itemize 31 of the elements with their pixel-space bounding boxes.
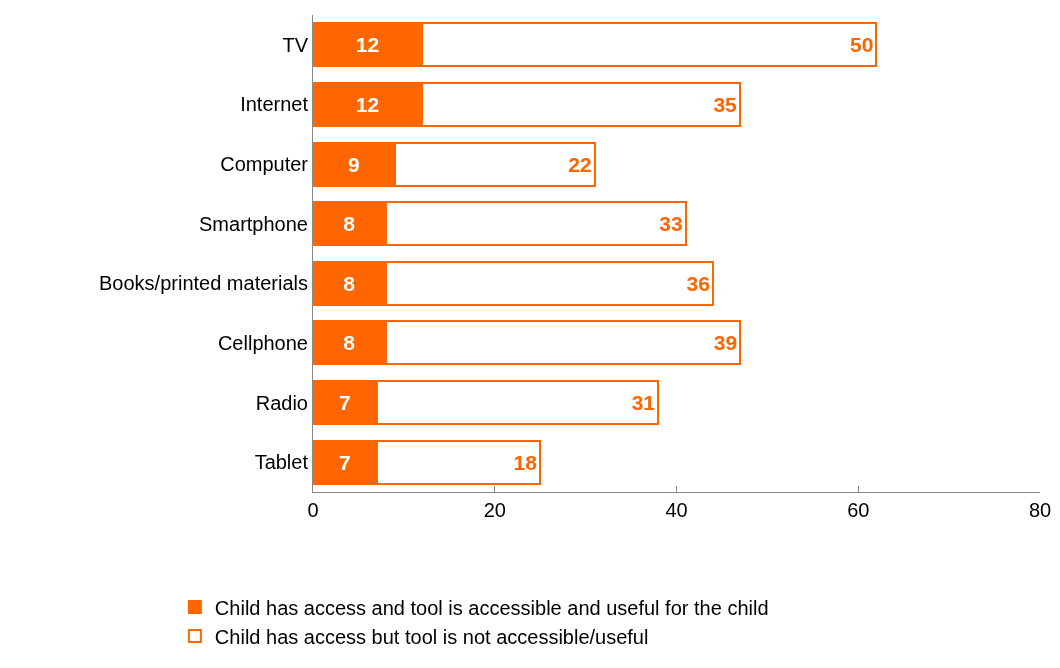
data-label: 35	[713, 92, 738, 116]
y-tick-label: Cellphone	[217, 331, 308, 354]
legend-label: Child has access but tool is not accessible/useful	[214, 625, 649, 648]
data-label: 31	[631, 391, 656, 415]
data-label: 8	[343, 212, 356, 236]
x-tick-label: 80	[1028, 499, 1052, 521]
y-tick-label: Books/printed materials	[99, 272, 308, 295]
data-label: 36	[686, 271, 710, 295]
data-label: 7	[338, 391, 351, 415]
data-label: 8	[343, 331, 356, 355]
x-tick-label: 40	[665, 499, 688, 521]
data-label: 7	[338, 450, 351, 474]
x-tick-label: 60	[847, 499, 870, 521]
x-tick-label: 20	[483, 499, 506, 521]
data-label: 9	[348, 152, 360, 176]
data-label: 18	[513, 450, 538, 474]
data-label: 12	[355, 92, 380, 116]
data-label: 39	[713, 331, 738, 355]
y-tick-label: TV	[282, 33, 309, 56]
data-label: 12	[355, 33, 380, 57]
y-tick-label: Radio	[255, 391, 308, 414]
x-tick-label: 0	[307, 499, 319, 521]
data-label: 33	[659, 212, 683, 236]
y-tick-label: Tablet	[254, 451, 309, 474]
data-label: 8	[343, 271, 356, 295]
y-tick-label: Computer	[220, 153, 309, 176]
y-tick-label: Internet	[240, 93, 309, 116]
data-label: 22	[568, 152, 592, 176]
legend-label: Child has access and tool is accessible and useful for the child	[214, 596, 769, 619]
y-tick-label: Smartphone	[199, 212, 308, 235]
data-label: 50	[850, 33, 874, 57]
